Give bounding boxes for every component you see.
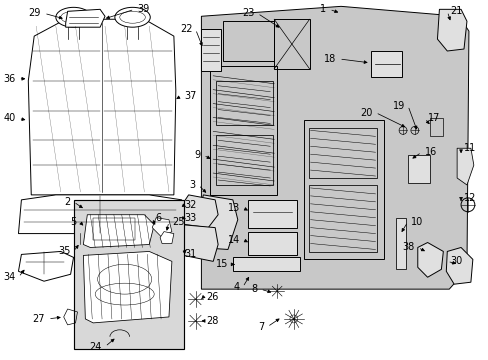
Bar	[210, 66, 277, 195]
Bar	[247, 231, 296, 255]
Text: 29: 29	[29, 8, 41, 18]
Text: 13: 13	[227, 203, 239, 213]
Text: 25: 25	[172, 217, 184, 227]
Text: 32: 32	[184, 200, 197, 210]
Text: 8: 8	[251, 284, 257, 294]
Bar	[93, 218, 134, 239]
Text: 38: 38	[402, 243, 414, 252]
Text: 19: 19	[392, 100, 404, 111]
Polygon shape	[179, 195, 218, 228]
Text: 23: 23	[242, 8, 254, 18]
Text: 1: 1	[320, 4, 325, 14]
Text: 15: 15	[215, 259, 227, 269]
Bar	[370, 51, 401, 77]
Polygon shape	[83, 251, 172, 323]
Text: 28: 28	[206, 316, 218, 326]
Ellipse shape	[115, 7, 150, 27]
Text: 27: 27	[33, 314, 45, 324]
Polygon shape	[19, 251, 73, 281]
Polygon shape	[456, 148, 473, 185]
Text: 37: 37	[184, 91, 197, 101]
Bar	[223, 21, 274, 61]
Text: 18: 18	[323, 54, 335, 64]
Bar	[274, 19, 309, 69]
Text: 31: 31	[184, 249, 197, 260]
Bar	[308, 129, 377, 178]
Text: 3: 3	[189, 180, 195, 190]
Polygon shape	[19, 195, 182, 234]
Polygon shape	[179, 225, 218, 261]
Text: 16: 16	[424, 147, 436, 157]
Text: 35: 35	[58, 247, 70, 256]
Text: 36: 36	[3, 74, 16, 84]
Polygon shape	[446, 247, 472, 284]
Polygon shape	[160, 231, 174, 243]
Text: 26: 26	[206, 292, 218, 302]
Polygon shape	[65, 9, 105, 27]
Text: 5: 5	[70, 217, 76, 227]
Polygon shape	[198, 195, 237, 249]
Polygon shape	[201, 6, 468, 289]
Bar	[308, 185, 377, 252]
Bar	[73, 200, 183, 349]
Text: 24: 24	[89, 342, 102, 352]
Bar	[407, 155, 428, 183]
Text: 20: 20	[360, 108, 372, 117]
Polygon shape	[152, 218, 172, 238]
Bar	[247, 200, 296, 228]
Polygon shape	[437, 9, 466, 51]
Text: 4: 4	[233, 282, 239, 292]
Polygon shape	[28, 19, 176, 195]
Bar	[428, 118, 443, 136]
Text: 6: 6	[155, 213, 161, 223]
Bar	[232, 257, 299, 271]
Bar	[216, 135, 273, 185]
Text: 40: 40	[3, 113, 16, 123]
Bar	[201, 29, 221, 71]
Bar	[303, 121, 384, 260]
Polygon shape	[417, 243, 443, 277]
Text: 14: 14	[227, 234, 239, 244]
Text: 12: 12	[463, 193, 475, 203]
Bar	[395, 218, 405, 269]
Text: 2: 2	[64, 197, 70, 207]
Bar	[216, 81, 273, 125]
Text: 39: 39	[137, 4, 149, 14]
Text: 9: 9	[194, 150, 200, 160]
Text: 7: 7	[258, 322, 264, 332]
Polygon shape	[83, 215, 154, 247]
Ellipse shape	[56, 7, 91, 27]
Text: 34: 34	[3, 272, 16, 282]
Text: 10: 10	[410, 217, 422, 227]
Text: 30: 30	[449, 256, 462, 266]
Text: 22: 22	[180, 24, 192, 34]
Text: 21: 21	[449, 6, 462, 16]
Text: 17: 17	[427, 113, 439, 123]
Text: 33: 33	[184, 213, 197, 223]
Text: 11: 11	[463, 143, 475, 153]
